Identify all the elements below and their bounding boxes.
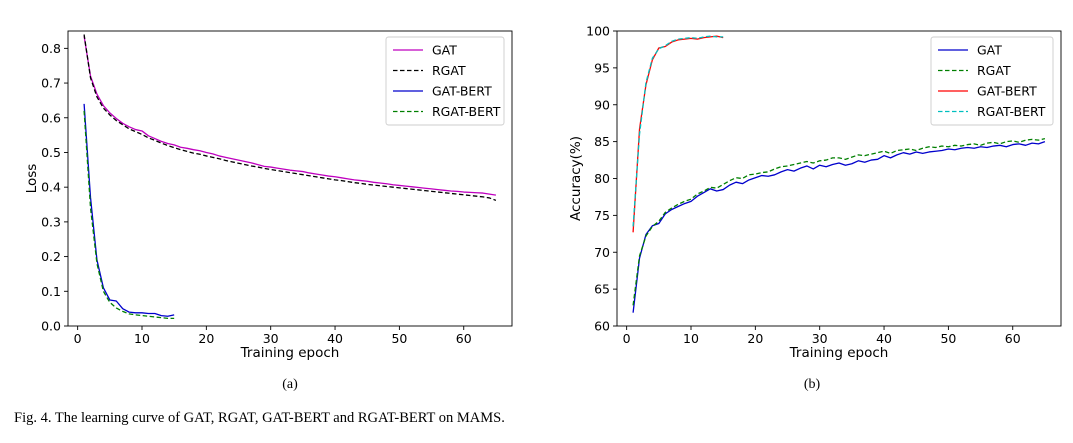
y-axis-label: Loss xyxy=(24,164,40,194)
y-tick-label: 0.4 xyxy=(41,180,61,195)
axes-frame xyxy=(67,30,513,327)
y-tick-label: 0.1 xyxy=(41,284,61,299)
series-line-rgat-bert xyxy=(83,110,175,320)
y-tick-label: 0.2 xyxy=(41,249,61,264)
x-tick-label: 10 xyxy=(134,331,150,346)
y-tick-label: 70 xyxy=(594,245,610,260)
x-tick-label: 40 xyxy=(327,331,343,346)
y-tick-label: 0.3 xyxy=(41,214,61,229)
x-axis-label: Training epoch xyxy=(240,345,340,361)
y-tick-label: 0.6 xyxy=(41,110,61,125)
y-tick-label: 65 xyxy=(594,282,610,297)
x-tick-label: 20 xyxy=(198,331,214,346)
legend-box xyxy=(930,36,1054,126)
chart-panel-b: 0 10 20 30 40 50 60 60 65 70 75 80 85 90 95 100 Training… xyxy=(568,24,1062,392)
series-line-gat-bert xyxy=(83,103,175,317)
x-tick-label: 20 xyxy=(747,331,763,346)
x-tick-label: 50 xyxy=(391,331,407,346)
legend: GAT RGAT GAT-BERT RGAT-BERT xyxy=(385,36,505,126)
legend-label-rgat-bert: RGAT-BERT xyxy=(977,104,1046,119)
x-tick-label: 60 xyxy=(1005,331,1021,346)
y-tick-label: 95 xyxy=(594,60,610,75)
y-tick-label: 80 xyxy=(594,171,610,186)
chart-panel-a: 0 10 20 30 40 50 60 0.0 0.1 0.2 0.3 0.4 0.5 0.6 0.7 0.8… xyxy=(24,30,513,392)
y-tick-label: 75 xyxy=(594,208,610,223)
x-axis-label: Training epoch xyxy=(789,345,889,361)
series-line-gat xyxy=(632,141,1046,313)
legend-label-rgat: RGAT xyxy=(977,63,1011,78)
series-line-rgat xyxy=(83,34,497,201)
y-tick-label: 0.5 xyxy=(41,145,61,160)
legend-label-gat-bert: GAT-BERT xyxy=(432,84,492,99)
y-tick-label: 0.7 xyxy=(41,76,61,91)
x-tick-label: 50 xyxy=(940,331,956,346)
x-tick-label: 10 xyxy=(683,331,699,346)
x-tick-label: 0 xyxy=(74,331,82,346)
x-tick-label: 40 xyxy=(876,331,892,346)
series-line-rgat xyxy=(632,138,1046,306)
y-tick-label: 60 xyxy=(594,319,610,334)
series-line-gat-bert xyxy=(632,35,724,233)
legend-label-gat: GAT xyxy=(977,43,1002,58)
y-tick-label: 100 xyxy=(586,24,610,39)
legend-label-rgat: RGAT xyxy=(432,63,466,78)
legend: GAT RGAT GAT-BERT RGAT-BERT xyxy=(930,36,1054,126)
legend-label-rgat-bert: RGAT-BERT xyxy=(432,104,501,119)
legend-label-gat-bert: GAT-BERT xyxy=(977,84,1037,99)
y-tick-label: 0.8 xyxy=(41,41,61,56)
series-line-rgat-bert xyxy=(632,35,724,227)
y-tick-label: 0.0 xyxy=(41,319,61,334)
series-line-gat xyxy=(83,36,497,196)
x-tick-label: 30 xyxy=(263,331,279,346)
subfigure-label: (a) xyxy=(282,377,298,392)
y-tick-label: 85 xyxy=(594,134,610,149)
y-axis-label: Accuracy(%) xyxy=(568,136,584,221)
figure-caption: Fig. 4. The learning curve of GAT, RGAT,… xyxy=(14,410,505,426)
subfigure-label: (b) xyxy=(804,377,821,392)
x-tick-label: 0 xyxy=(623,331,631,346)
legend-label-gat: GAT xyxy=(432,43,457,58)
figure-canvas: 0 10 20 30 40 50 60 0.0 0.1 0.2 0.3 0.4 0.5 0.6 0.7 0.8… xyxy=(24,24,1062,392)
x-tick-label: 30 xyxy=(812,331,828,346)
legend-box xyxy=(385,36,505,126)
x-tick-label: 60 xyxy=(456,331,472,346)
y-tick-label: 90 xyxy=(594,97,610,112)
